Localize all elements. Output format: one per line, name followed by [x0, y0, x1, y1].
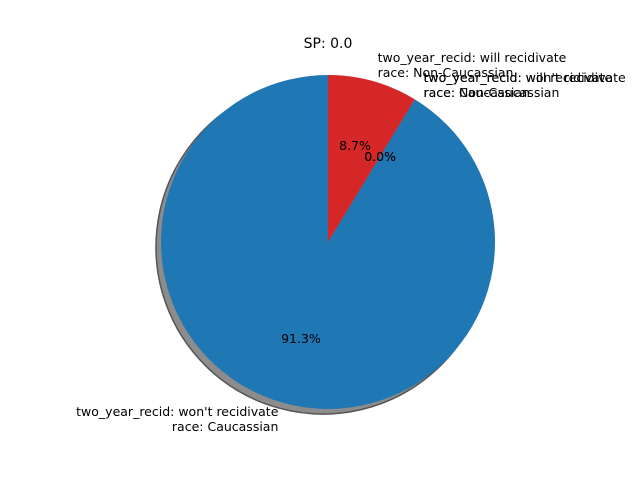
- slice-percent-label-3: 8.7%: [339, 138, 371, 153]
- pie-slices: [161, 75, 496, 409]
- slice-category-label-line: two_year_recid: won't recidivate: [423, 70, 626, 85]
- chart-title: SP: 0.0: [304, 36, 353, 52]
- pie-slice-0: [161, 75, 496, 409]
- slice-category-label-1: two_year_recid: won't recidivate race: No…: [423, 70, 626, 100]
- pie-labels: 91.3%two_year_recid: won't recidivate rac…: [76, 50, 626, 434]
- slice-category-label-2: two_year_recid: will recidivate race: Cau…: [423, 70, 612, 100]
- slice-category-label-line: race: Non-Caucassian: [423, 85, 559, 100]
- slice-category-label-3: two_year_recid: will recidivate race: Non…: [378, 50, 567, 80]
- slice-category-label-line: race: Caucassian: [172, 419, 278, 434]
- slice-percent-label-2: 0.0%: [364, 149, 396, 164]
- slice-category-label-line: two_year_recid: won't recidivate: [76, 404, 279, 419]
- slice-category-label-line: two_year_recid: will recidivate: [378, 50, 567, 65]
- slice-category-label-line: two_year_recid: will recidivate: [423, 70, 612, 85]
- slice-percent-label-0: 91.3%: [281, 331, 321, 346]
- slice-category-label-line: race: Non-Caucassian: [378, 65, 514, 80]
- slice-percent-label-1: 0.0%: [364, 149, 396, 164]
- slice-category-label-0: two_year_recid: won't recidivate race: Ca…: [76, 404, 279, 434]
- pie-slice-3: [328, 75, 415, 242]
- slice-category-label-line: race: Caucassian: [423, 85, 529, 100]
